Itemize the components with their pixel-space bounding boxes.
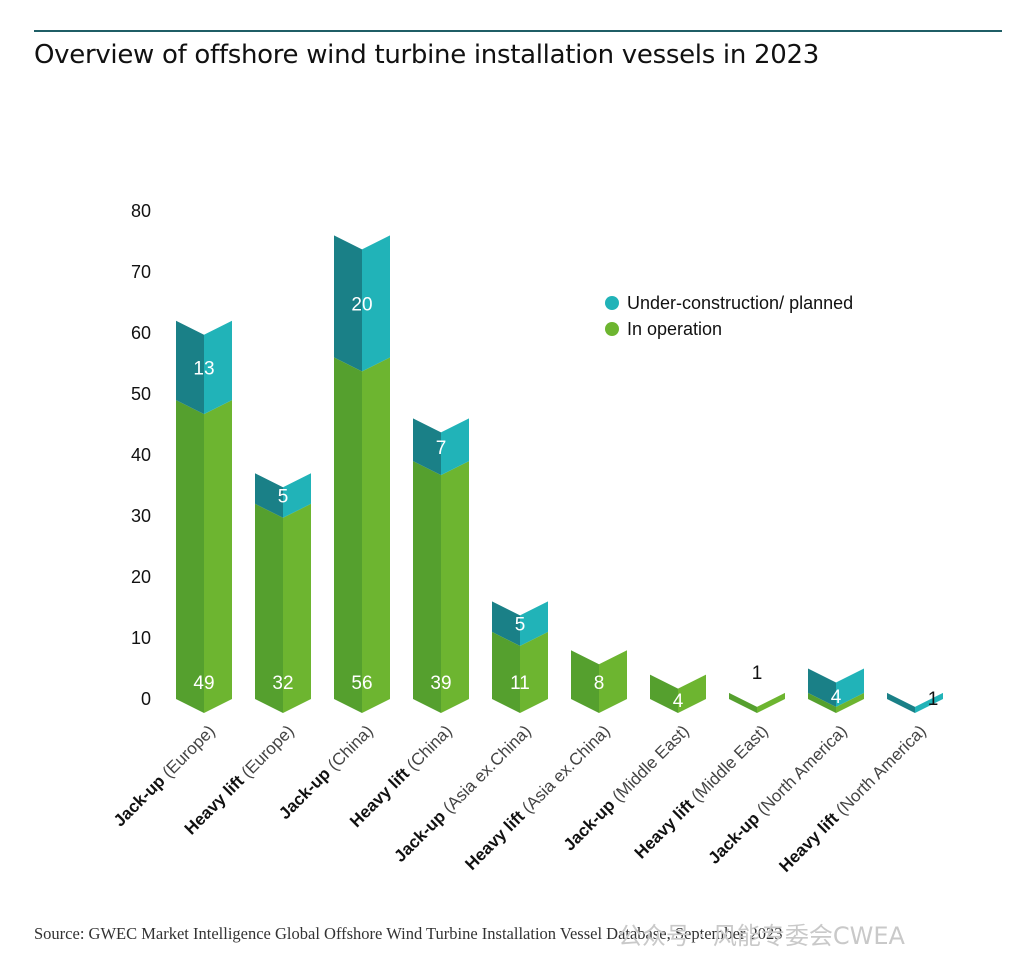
bar-construction: [915, 692, 943, 713]
x-tick-label: Jack-up (North America): [704, 721, 850, 867]
construction-value-label: 5: [278, 487, 289, 508]
y-tick-label: 50: [131, 384, 151, 404]
y-tick-label: 10: [131, 628, 151, 648]
operation-value-label: 8: [594, 673, 605, 694]
y-tick-label: 30: [131, 506, 151, 526]
bar-construction: [492, 601, 520, 646]
bar-operation: [492, 631, 520, 713]
bar-operation: [334, 357, 362, 713]
x-tick-label: Heavy lift (Asia ex.China): [461, 721, 613, 873]
operation-value-label: 1: [752, 663, 763, 684]
y-tick-label: 40: [131, 445, 151, 465]
legend-label: Under-construction/ planned: [627, 293, 853, 313]
bar-operation: [520, 631, 548, 713]
bar-construction: [887, 692, 915, 713]
construction-value-label: 1: [928, 689, 939, 710]
operation-value-label: 32: [272, 673, 293, 694]
operation-value-label: 56: [351, 673, 372, 694]
source-note: Source: GWEC Market Intelligence Global …: [34, 924, 783, 943]
bar-operation: [413, 461, 441, 713]
bar-operation: [204, 400, 232, 713]
bar-operation: [571, 650, 599, 713]
bar-operation: [362, 357, 390, 713]
bar-operation: [599, 650, 627, 713]
operation-value-label: 4: [673, 691, 684, 712]
operation-value-label: 39: [430, 673, 451, 694]
chart-title: Overview of offshore wind turbine instal…: [34, 40, 819, 70]
bar-construction: [413, 418, 441, 476]
bar-construction: [283, 473, 311, 518]
legend-marker: [605, 322, 619, 336]
y-tick-label: 20: [131, 567, 151, 587]
bar-operation: [757, 692, 785, 713]
bar-construction: [520, 601, 548, 646]
y-tick-label: 70: [131, 262, 151, 282]
x-tick-label: Jack-up (Asia ex.China): [390, 721, 534, 865]
construction-value-label: 5: [515, 615, 526, 636]
bar-construction: [362, 235, 390, 372]
bar-construction: [255, 473, 283, 518]
bar-operation: [255, 503, 283, 713]
bar-operation: [729, 692, 757, 713]
y-tick-label: 80: [131, 201, 151, 221]
y-tick-label: 0: [141, 689, 151, 709]
legend-marker: [605, 296, 619, 310]
bar-operation: [283, 503, 311, 713]
bar-construction: [808, 668, 836, 707]
bar-operation: [441, 461, 469, 713]
bar-construction: [334, 235, 362, 372]
bar-construction: [836, 668, 864, 707]
construction-value-label: 7: [436, 438, 447, 459]
bar-operation: [836, 692, 864, 713]
bar-construction: [441, 418, 469, 476]
legend-label: In operation: [627, 319, 722, 339]
top-rule: [34, 30, 1002, 32]
y-tick-label: 60: [131, 323, 151, 343]
bar-construction: [204, 320, 232, 415]
x-tick-label: Heavy lift (North America): [775, 721, 929, 875]
bar-construction: [176, 320, 204, 415]
operation-value-label: 49: [193, 673, 214, 694]
bar-operation: [808, 692, 836, 713]
x-tick-label: Heavy lift (Middle East): [631, 721, 772, 862]
bar-operation: [176, 400, 204, 713]
watermark: 公众号 · 风能专委会CWEA: [618, 922, 905, 950]
operation-value-label: 11: [510, 673, 530, 694]
construction-value-label: 4: [831, 687, 842, 708]
bar-operation: [650, 674, 678, 713]
construction-value-label: 20: [351, 294, 372, 315]
bar-operation: [678, 674, 706, 713]
construction-value-label: 13: [193, 358, 214, 379]
